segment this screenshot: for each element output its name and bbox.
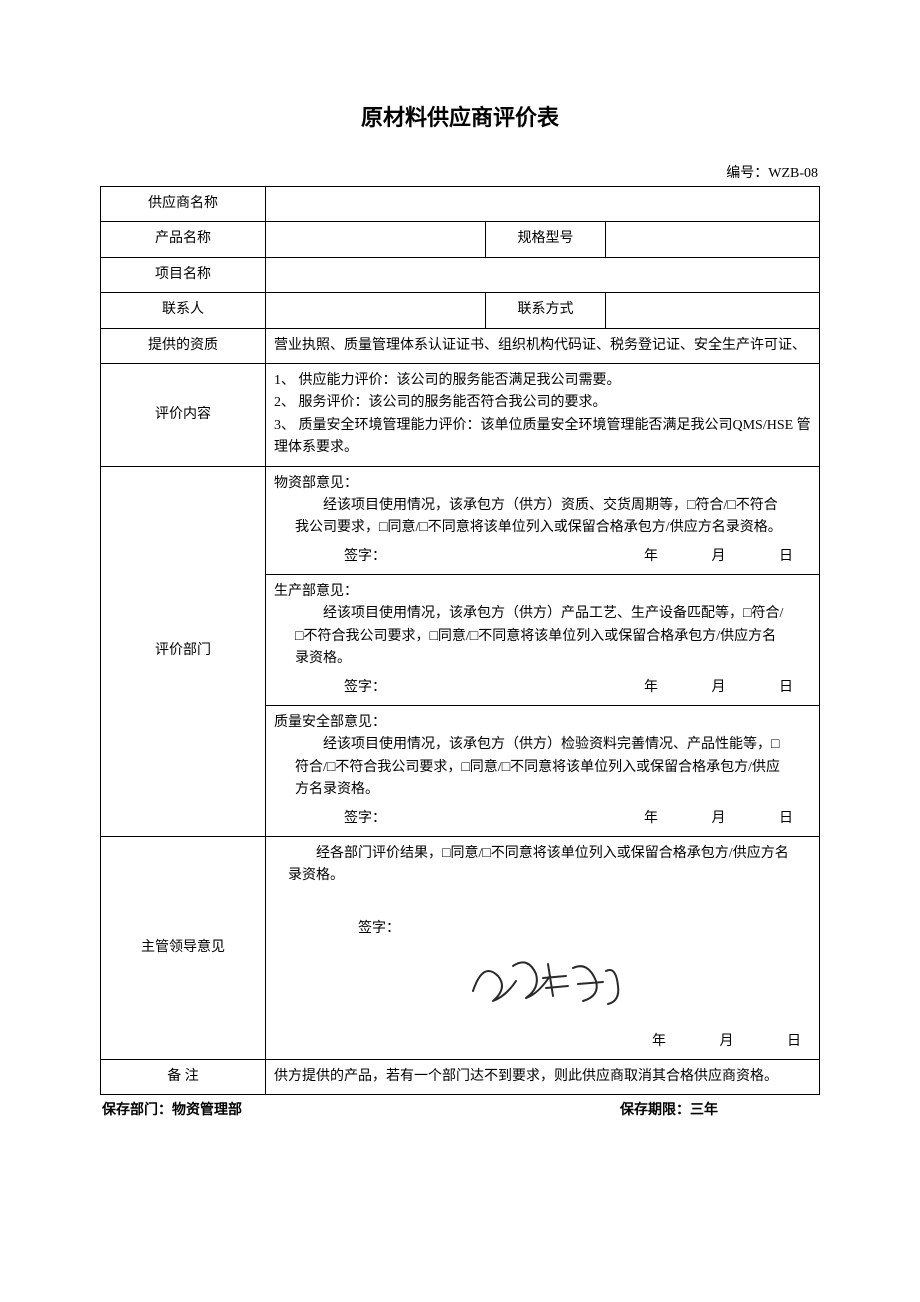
material-opinion-body: 经该项目使用情况，该承包方（供方）资质、交货周期等，□符合/□不符合我公司要求，… xyxy=(274,495,811,540)
eval-content-line-1: 1、 供应能力评价：该公司的服务能否满足我公司需要。 xyxy=(274,370,811,392)
footer-period: 保存期限：三年 xyxy=(620,1099,818,1119)
month-label-3: 月 xyxy=(712,811,726,826)
row-leader: 主管领导意见 经各部门评价结果，□同意/□不同意将该单位列入或保留合格承包方/供… xyxy=(101,836,820,1059)
leader-date: 年 月 日 xyxy=(274,1031,811,1053)
quality-sig-label: 签字： xyxy=(344,808,594,830)
footer-dept: 保存部门：物资管理部 xyxy=(102,1099,242,1119)
year-label-3: 年 xyxy=(644,811,658,826)
production-opinion-cell: 生产部意见： 经该项目使用情况，该承包方（供方）产品工艺、生产设备匹配等，□符合… xyxy=(266,575,820,706)
spec-label: 规格型号 xyxy=(486,222,606,257)
production-date: 年 月 日 xyxy=(594,677,793,699)
row-supplier-name: 供应商名称 xyxy=(101,187,820,222)
supplier-name-label: 供应商名称 xyxy=(101,187,266,222)
day-label-3: 日 xyxy=(779,811,793,826)
material-opinion-title: 物资部意见： xyxy=(274,473,811,495)
day-label-4: 日 xyxy=(787,1034,801,1049)
project-name-label: 项目名称 xyxy=(101,257,266,292)
eval-content-label: 评价内容 xyxy=(101,363,266,466)
month-label-2: 月 xyxy=(712,680,726,695)
eval-dept-label: 评价部门 xyxy=(101,466,266,836)
spec-value[interactable] xyxy=(606,222,820,257)
material-signature-line: 签字： 年 月 日 xyxy=(274,546,811,568)
product-name-value[interactable] xyxy=(266,222,486,257)
supplier-name-value[interactable] xyxy=(266,187,820,222)
quality-opinion-cell: 质量安全部意见： 经该项目使用情况，该承包方（供方）检验资料完善情况、产品性能等… xyxy=(266,706,820,837)
footer-period-value: 三年 xyxy=(690,1101,718,1117)
eval-content-value: 1、 供应能力评价：该公司的服务能否满足我公司需要。 2、 服务评价：该公司的服… xyxy=(266,363,820,466)
year-label-4: 年 xyxy=(652,1034,666,1049)
day-label: 日 xyxy=(779,549,793,564)
quality-signature-line: 签字： 年 月 日 xyxy=(274,808,811,830)
footer-period-label: 保存期限： xyxy=(620,1101,690,1117)
contact-method-label: 联系方式 xyxy=(486,293,606,328)
month-label: 月 xyxy=(712,549,726,564)
row-note: 备 注 供方提供的产品，若有一个部门达不到要求，则此供应商取消其合格供应商资格。 xyxy=(101,1059,820,1094)
material-sig-label: 签字： xyxy=(344,546,594,568)
document-number: 编号：WZB-08 xyxy=(100,162,820,182)
production-sig-label: 签字： xyxy=(344,677,594,699)
row-eval-dept-material: 评价部门 物资部意见： 经该项目使用情况，该承包方（供方）资质、交货周期等，□符… xyxy=(101,466,820,575)
row-eval-content: 评价内容 1、 供应能力评价：该公司的服务能否满足我公司需要。 2、 服务评价：… xyxy=(101,363,820,466)
material-date: 年 月 日 xyxy=(594,546,793,568)
project-name-value[interactable] xyxy=(266,257,820,292)
leader-sig-label: 签字： xyxy=(274,918,811,940)
qualification-label: 提供的资质 xyxy=(101,328,266,363)
quality-opinion-title: 质量安全部意见： xyxy=(274,712,811,734)
leader-opinion-body: 经各部门评价结果，□同意/□不同意将该单位列入或保留合格承包方/供应方名录资格。 xyxy=(274,843,811,888)
footer: 保存部门：物资管理部 保存期限：三年 xyxy=(100,1099,820,1119)
footer-dept-label: 保存部门： xyxy=(102,1101,172,1117)
eval-content-line-2: 2、 服务评价：该公司的服务能否符合我公司的要求。 xyxy=(274,392,811,414)
day-label-2: 日 xyxy=(779,680,793,695)
qualification-value: 营业执照、质量管理体系认证证书、组织机构代码证、税务登记证、安全生产许可证、 xyxy=(266,328,820,363)
quality-date: 年 月 日 xyxy=(594,808,793,830)
leader-opinion-cell: 经各部门评价结果，□同意/□不同意将该单位列入或保留合格承包方/供应方名录资格。… xyxy=(266,836,820,1059)
production-opinion-title: 生产部意见： xyxy=(274,581,811,603)
evaluation-table: 供应商名称 产品名称 规格型号 项目名称 联系人 联系方式 提供的资质 营业执照… xyxy=(100,186,820,1095)
eval-content-line-3: 3、 质量安全环境管理能力评价：该单位质量安全环境管理能否满足我公司QMS/HS… xyxy=(274,415,811,460)
product-name-label: 产品名称 xyxy=(101,222,266,257)
doc-number-label: 编号： xyxy=(726,166,768,181)
row-project: 项目名称 xyxy=(101,257,820,292)
production-signature-line: 签字： 年 月 日 xyxy=(274,677,811,699)
year-label-2: 年 xyxy=(644,680,658,695)
row-product: 产品名称 规格型号 xyxy=(101,222,820,257)
year-label: 年 xyxy=(644,549,658,564)
material-opinion-cell: 物资部意见： 经该项目使用情况，该承包方（供方）资质、交货周期等，□符合/□不符… xyxy=(266,466,820,575)
contact-method-value[interactable] xyxy=(606,293,820,328)
doc-number-value: WZB-08 xyxy=(768,166,818,181)
note-label: 备 注 xyxy=(101,1059,266,1094)
month-label-4: 月 xyxy=(720,1034,734,1049)
row-qualification: 提供的资质 营业执照、质量管理体系认证证书、组织机构代码证、税务登记证、安全生产… xyxy=(101,328,820,363)
contact-value[interactable] xyxy=(266,293,486,328)
document-title: 原材料供应商评价表 xyxy=(100,100,820,132)
leader-label: 主管领导意见 xyxy=(101,836,266,1059)
row-contact: 联系人 联系方式 xyxy=(101,293,820,328)
leader-signature-icon xyxy=(274,946,811,1024)
quality-opinion-body: 经该项目使用情况，该承包方（供方）检验资料完善情况、产品性能等，□符合/□不符合… xyxy=(274,734,811,801)
footer-dept-value: 物资管理部 xyxy=(172,1101,242,1117)
note-body: 供方提供的产品，若有一个部门达不到要求，则此供应商取消其合格供应商资格。 xyxy=(266,1059,820,1094)
production-opinion-body: 经该项目使用情况，该承包方（供方）产品工艺、生产设备匹配等，□符合/□不符合我公… xyxy=(274,603,811,670)
contact-label: 联系人 xyxy=(101,293,266,328)
